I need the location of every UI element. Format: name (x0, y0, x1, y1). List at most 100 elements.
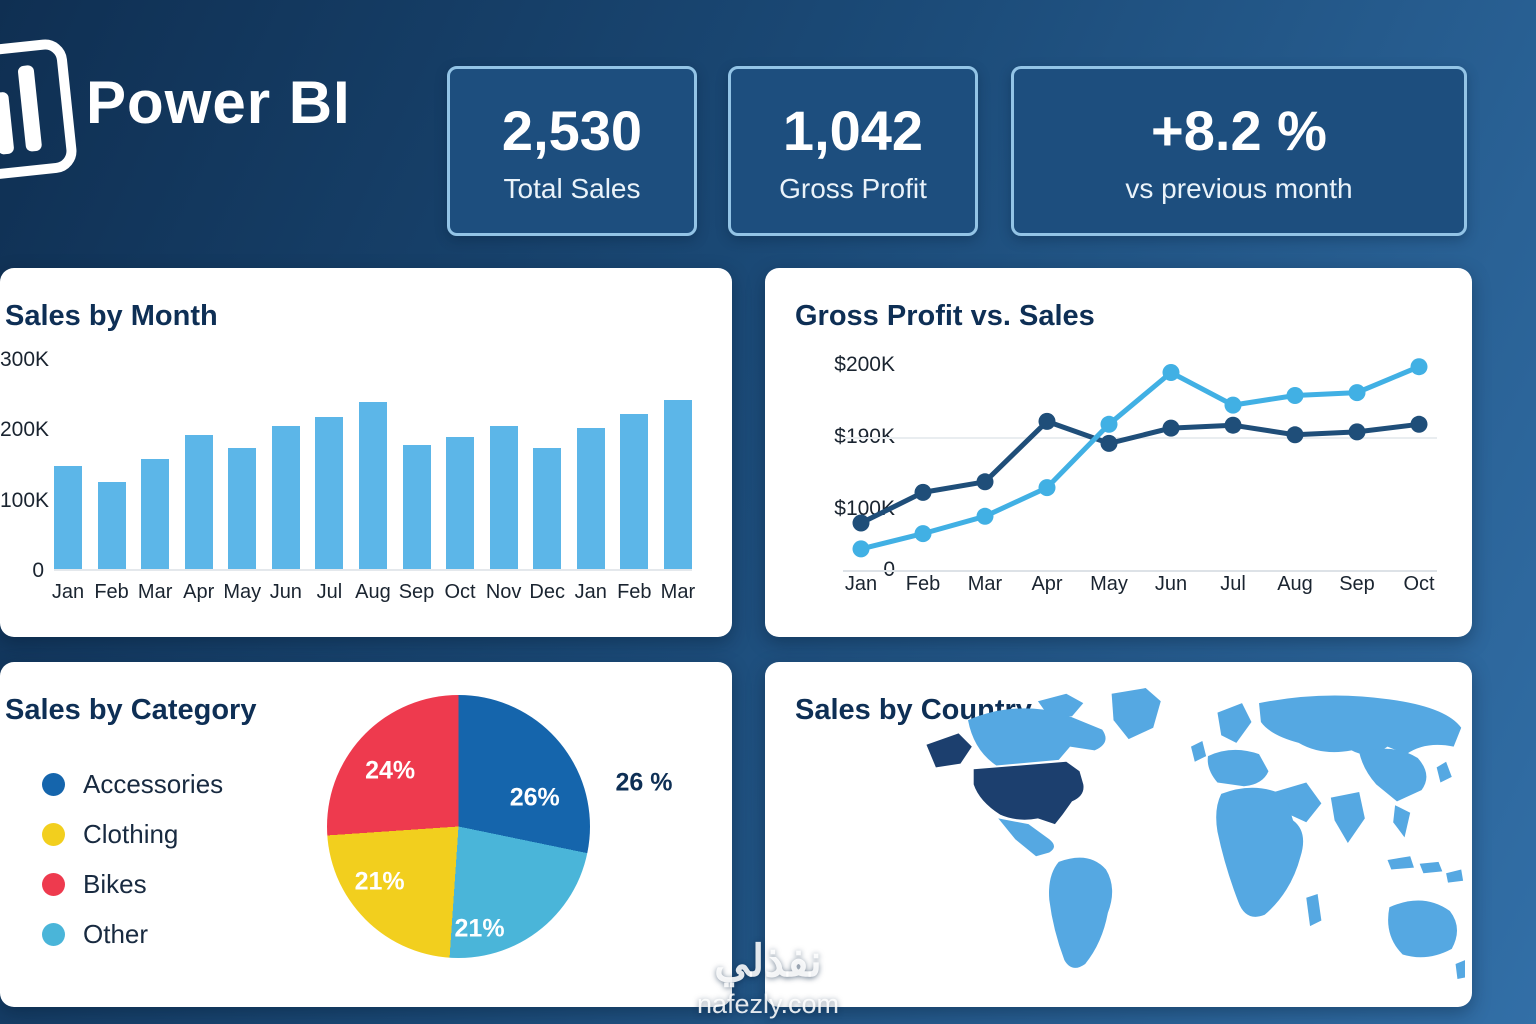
legend-label-bikes: Bikes (83, 868, 147, 899)
line-y-tick: $190K (834, 425, 895, 449)
bar-may-4[interactable] (228, 447, 257, 569)
bar-jan-12[interactable] (576, 428, 605, 569)
kpi-card-gross-profit[interactable]: 1,042 Gross Profit (728, 66, 978, 236)
kpi-label-gross-profit: Gross Profit (779, 172, 927, 204)
bar-x-tick: Mar (137, 581, 173, 603)
map-canada (968, 708, 1106, 766)
map-new-guinea (1446, 869, 1464, 883)
bar-y-tick: 0 (32, 559, 44, 582)
legend-swatch-clothing (42, 822, 65, 846)
world-map[interactable] (917, 688, 1465, 998)
bar-x-tick: Sep (398, 581, 435, 603)
legend-item-clothing[interactable]: Clothing (42, 818, 223, 849)
bar-apr-3[interactable] (184, 435, 213, 569)
legend-label-accessories: Accessories (83, 768, 224, 799)
bar-mar-14[interactable] (663, 399, 692, 569)
map-south-america (1049, 857, 1113, 968)
bar-oct-9[interactable] (446, 436, 475, 569)
panel-title-sales-by-month: Sales by Month (5, 300, 218, 332)
panel-title-gross-profit-vs-sales: Gross Profit vs. Sales (795, 300, 1095, 332)
bar-x-tick: May (223, 581, 262, 603)
bar-x-tick: Jun (269, 581, 302, 603)
legend-item-bikes[interactable]: Bikes (42, 868, 223, 899)
bar-x-tick: Nov (485, 581, 522, 603)
panel-gross-profit-vs-sales: Gross Profit vs. Sales $200K $190K $100K 0 … (765, 268, 1472, 637)
line-x-tick: Jul (1220, 573, 1246, 595)
bar-y-tick: 200K (0, 418, 50, 442)
line-x-tick: Mar (967, 573, 1003, 595)
kpi-card-total-sales[interactable]: 2,530 Total Sales (447, 66, 697, 236)
bar-sep-8[interactable] (402, 445, 431, 569)
pie-outside-label: 26 % (615, 768, 673, 797)
bar-dec-11[interactable] (533, 447, 562, 569)
map-indonesia-2 (1419, 861, 1443, 874)
app-title: Power BI (86, 69, 351, 136)
bar-aug-7[interactable] (358, 401, 387, 569)
kpi-card-vs-previous-month[interactable]: +8.2 % vs previous month (1011, 66, 1467, 236)
bar-y-tick: 100K (0, 488, 50, 512)
line-chart-plot[interactable] (843, 352, 1437, 582)
pie-chart[interactable]: 26% 21% 21% 24% (327, 695, 590, 958)
line-chart-x-axis: Jan Feb Mar Apr May Jun Jul Aug Sep Oct (843, 573, 1437, 596)
logo-bar (0, 91, 15, 155)
bar-x-tick: Jul (316, 581, 343, 603)
legend-swatch-other (42, 922, 65, 946)
legend-item-accessories[interactable]: Accessories (42, 768, 224, 799)
watermark-url: nafezly.com (696, 989, 840, 1019)
bar-feb-13[interactable] (620, 414, 649, 569)
line-y-tick: 0 (883, 558, 895, 581)
watermark: نفذلي nafezly.com (697, 936, 839, 1020)
panel-sales-by-category: Sales by Category Accessories Clothing B… (0, 662, 732, 1007)
panel-sales-by-country: Sales by Country (765, 662, 1472, 1007)
line-x-tick: Oct (1403, 573, 1435, 595)
bar-x-tick: Mar (660, 581, 696, 603)
map-europe (1207, 749, 1269, 787)
pie-slice-label-clothing: 21% (354, 867, 405, 896)
line-x-tick: Jan (844, 573, 878, 595)
bar-chart-x-axis: Jan Feb Mar Apr May Jun Jul Aug Sep Oct Nov Dec Jan F… (52, 581, 696, 604)
map-russia-asia (1259, 695, 1462, 755)
legend-label-other: Other (83, 918, 149, 949)
map-india (1330, 791, 1365, 843)
bar-jul-6[interactable] (315, 417, 344, 569)
bar-x-tick: Oct (444, 581, 476, 603)
map-greenland (1111, 688, 1161, 740)
line-x-tick: Feb (905, 573, 941, 595)
map-madagascar (1306, 894, 1322, 927)
bar-nov-10[interactable] (489, 426, 518, 569)
legend-swatch-bikes (42, 872, 65, 896)
line-x-tick: Apr (1031, 573, 1063, 595)
bar-feb-1[interactable] (97, 481, 126, 569)
line-x-tick: Jun (1154, 573, 1188, 595)
bar-jan-0[interactable] (54, 465, 82, 569)
watermark-arabic: نفذلي (714, 937, 822, 986)
bar-x-tick: Aug (355, 581, 391, 603)
powerbi-logo-icon (0, 37, 79, 185)
bar-x-tick: Dec (529, 581, 565, 603)
bar-jun-5[interactable] (271, 426, 300, 569)
line-x-tick: Aug (1277, 573, 1313, 595)
map-japan (1436, 761, 1452, 783)
kpi-value-gross-profit: 1,042 (782, 98, 924, 162)
bar-x-tick: Apr (183, 581, 215, 603)
map-new-zealand (1455, 960, 1465, 980)
legend-label-clothing: Clothing (83, 818, 179, 849)
bar-mar-2[interactable] (141, 458, 170, 569)
map-mexico (998, 818, 1054, 857)
map-africa (1216, 787, 1304, 917)
pie-legend: Accessories Clothing Bikes Other (42, 768, 224, 949)
bar-x-tick: Jan (574, 581, 607, 603)
panel-sales-by-month: Sales by Month 300K 200K 100K 0 Jan Feb Mar Ap… (0, 268, 732, 637)
legend-item-other[interactable]: Other (42, 918, 223, 949)
pie-slice-label-accessories: 26% (509, 783, 560, 812)
logo-bar (17, 64, 43, 152)
panel-title-sales-by-category: Sales by Category (5, 694, 257, 726)
bar-chart-plot[interactable] (54, 360, 692, 571)
map-alaska-highlight[interactable] (926, 733, 972, 768)
bar-x-tick: Feb (94, 581, 129, 603)
pie-slice-label-bikes: 24% (365, 756, 416, 785)
legend-swatch-accessories (42, 772, 65, 796)
bar-x-tick: Feb (617, 581, 652, 603)
map-usa-highlight[interactable] (973, 761, 1084, 825)
line-x-tick: May (1090, 573, 1128, 595)
